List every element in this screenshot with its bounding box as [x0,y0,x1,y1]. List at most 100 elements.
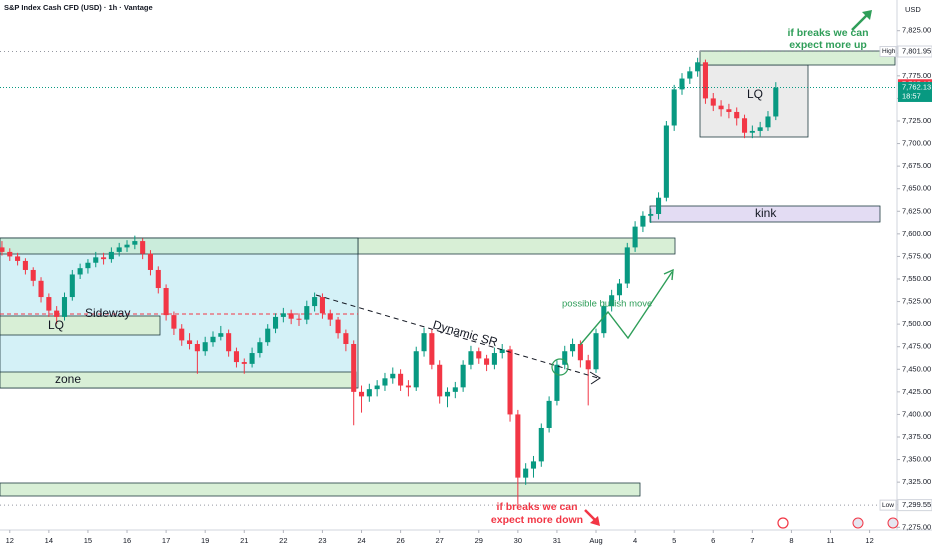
y-tick-label: 7,475.00 [902,342,931,351]
x-tick-label: 6 [711,536,715,545]
candle-body [616,283,623,296]
lq-left-label: LQ [48,318,64,332]
candle-body [741,118,748,133]
event-icon[interactable] [777,517,789,529]
candle-body [491,353,497,365]
y-tick-label: 7,275.00 [902,522,931,531]
y-tick-label: 7,325.00 [902,477,931,486]
candle-body [593,333,599,370]
candle-body [0,247,5,252]
candle-body [601,306,607,334]
x-tick-label: 12 [865,536,873,545]
x-tick-label: 15 [84,536,92,545]
x-tick-label: 19 [201,536,209,545]
down-label-1: if breaks we can [496,501,577,513]
currency-label: USD [905,5,921,14]
kink-label: kink [755,206,777,220]
candle-body [570,344,576,352]
candle-body [265,328,271,343]
candle-body [46,297,52,311]
x-tick-label: 4 [633,536,637,545]
sideway-range [0,237,359,389]
candle-body [452,387,458,392]
x-tick-label: 14 [45,536,53,545]
down-arrow-head [590,516,600,526]
candle-body [632,226,638,248]
chart-title: S&P Index Cash CFD (USD) · 1h · Vantage [4,3,153,12]
lq-right-label: LQ [747,87,763,101]
candle-body [351,344,357,392]
candle-body [15,256,21,261]
y-tick-label: 7,600.00 [902,229,931,238]
candle-body [382,378,388,386]
candle-body [585,360,591,370]
y-tick-label: 7,725.00 [902,116,931,125]
event-icon[interactable] [887,517,899,529]
candle-body [93,257,99,263]
candle-body [687,71,693,79]
price-badge [897,45,932,58]
candle-body [61,297,68,317]
candle-body [233,351,239,363]
y-tick-label: 7,825.00 [902,26,931,35]
candle-body [390,373,396,379]
candle-body [69,274,75,298]
dynamic-sr-arrow [589,371,601,385]
candle-body [327,313,333,320]
candle-body [523,468,529,478]
candle-body [577,344,583,361]
candle-body [757,127,763,131]
zone-label: zone [55,372,81,386]
candle-body [85,262,91,269]
candle-body [163,288,169,316]
candle-body [101,257,107,260]
candle-body [710,98,716,106]
x-tick-label: 23 [318,536,326,545]
candle-body [187,340,193,345]
price-tag-label: Low [882,502,894,509]
candle-body [194,344,200,352]
candle-body [147,253,154,270]
x-tick-label: 8 [789,536,793,545]
price-badge [898,81,932,102]
candle-body [312,297,318,307]
price-badge-label: 7,299.55 [902,500,931,509]
top-zone [699,50,896,66]
supply-zone-left [0,237,359,255]
bullish-label: possible bullish move [562,299,652,310]
y-tick-label: 7,675.00 [902,161,931,170]
candle-body [140,241,146,254]
candle-body [515,414,521,478]
y-tick-label: 7,525.00 [902,297,931,306]
candle-body [429,333,435,365]
candle-body [648,213,654,216]
candle-body [624,247,630,284]
candle-body [77,268,83,275]
candle-body [249,353,255,364]
y-tick-label: 7,350.00 [902,455,931,464]
x-tick-label: 29 [475,536,483,545]
candle-body [296,318,302,320]
candle-body [413,351,419,388]
down-arrow-line [584,509,596,521]
price-countdown: 18:57 [902,91,921,100]
candle-body [718,105,724,110]
x-tick-label: 27 [436,536,444,545]
candle-body [671,89,677,126]
x-tick-label: 16 [123,536,131,545]
candle-body [124,244,130,248]
candle-body [38,280,44,298]
event-icon[interactable] [852,517,864,529]
candle-body [179,328,185,341]
x-tick-label: 11 [827,536,835,545]
candle-body [530,461,537,469]
candle-body [132,241,138,245]
candle-body [241,362,247,364]
price-badge [897,499,932,512]
candle-body [343,333,349,345]
candle-body [421,333,427,352]
candle-body [460,364,466,388]
candle-body [476,351,482,359]
price-tag-label: High [882,48,896,55]
